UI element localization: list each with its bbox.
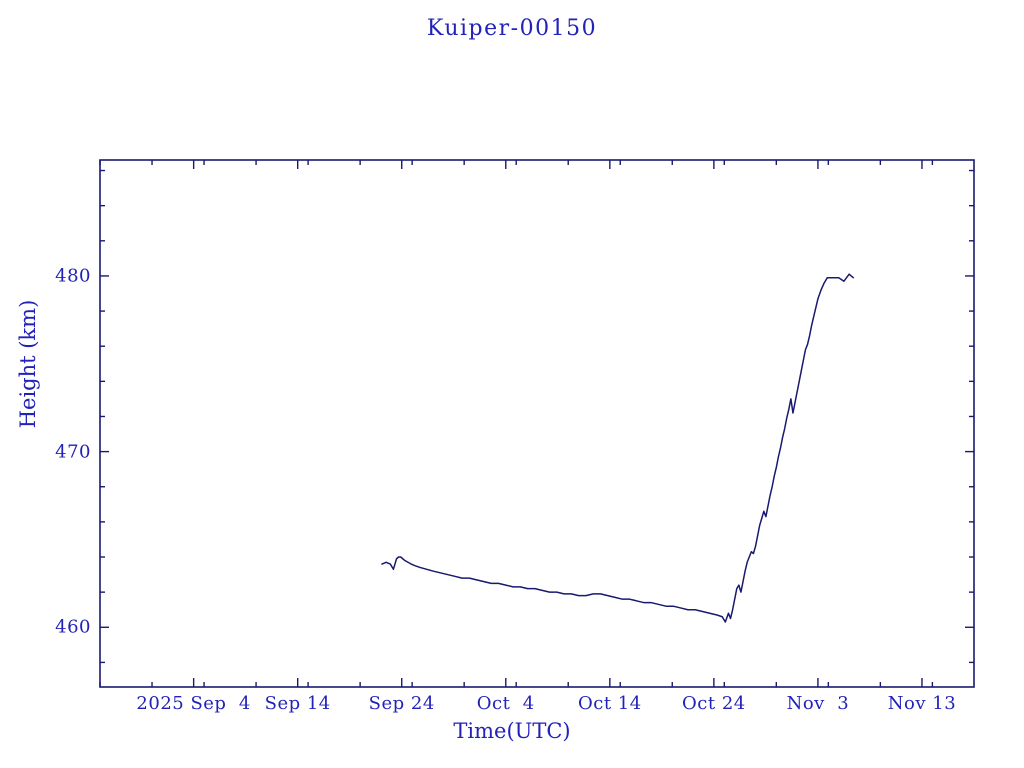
x-tick-label: 2025 Sep 4: [136, 693, 251, 714]
x-tick-label: Nov 3: [786, 693, 850, 714]
height-series-path: [381, 273, 855, 623]
x-tick-label: Oct 4: [476, 693, 535, 714]
x-axis-label: Time(UTC): [453, 719, 571, 743]
y-tick-label: 460: [55, 616, 91, 638]
page-title: Kuiper-00150: [426, 16, 598, 41]
tick-marks: [99, 160, 974, 687]
x-tick-label: Oct 14: [577, 693, 642, 714]
data-series-line: [381, 273, 855, 623]
y-tick-label: 470: [55, 441, 91, 463]
x-tick-label: Sep 24: [368, 693, 435, 714]
x-tick-label: Nov 13: [887, 693, 957, 714]
y-tick-label: 480: [55, 265, 91, 287]
x-tick-label: Sep 14: [264, 693, 331, 714]
x-tick-label: Oct 24: [682, 693, 746, 714]
axis-frame: [99, 159, 975, 688]
